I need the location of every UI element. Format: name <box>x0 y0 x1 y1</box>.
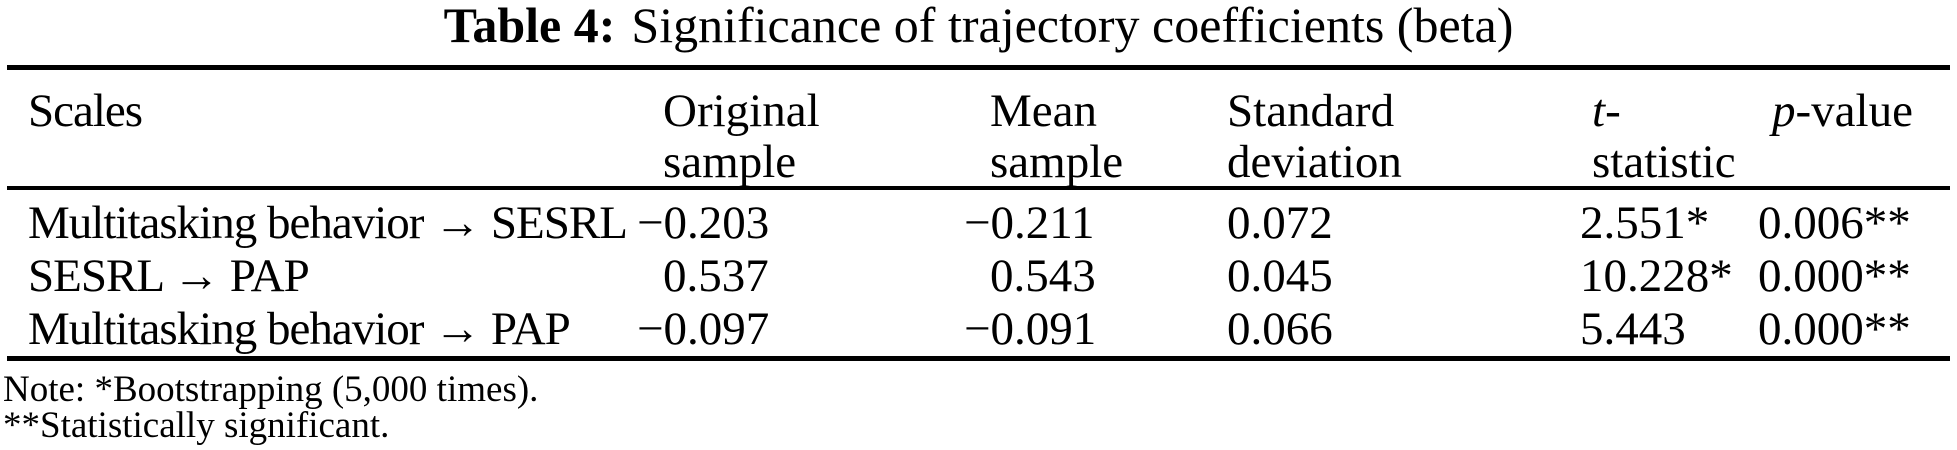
cell-p-value: 0.000** <box>1758 250 1911 302</box>
cell-t-statistic: 2.551* <box>1580 197 1710 249</box>
table-header-rule <box>7 186 1950 190</box>
cell-standard-deviation: 0.072 <box>1227 197 1333 249</box>
t-symbol: t <box>1592 85 1606 137</box>
cell-mean-sample: −0.091 <box>964 303 1097 355</box>
column-header-standard-deviation: Standard deviation <box>1227 85 1402 188</box>
column-header-t-statistic: t- statistic <box>1592 85 1736 188</box>
cell-scale: Multitasking behavior → SESRL <box>28 197 628 249</box>
p-symbol: p <box>1772 85 1796 137</box>
cell-original-sample: −0.203 <box>637 197 770 249</box>
table-row: Multitasking behavior → SESRL −0.203 −0.… <box>0 197 1957 249</box>
cell-original-sample: 0.537 <box>663 250 769 302</box>
table-bottom-rule <box>7 356 1950 361</box>
table-caption-number: Table 4: <box>443 0 616 53</box>
column-header-p-value: p-value <box>1772 85 1913 137</box>
footnote-significance: **Statistically significant. <box>3 405 390 446</box>
column-header-mean-sample: Mean sample <box>990 85 1124 188</box>
table-row: SESRL → PAP 0.537 0.543 0.045 10.228* 0.… <box>0 250 1957 302</box>
table-header-row: Scales Original sample Mean sample Stand… <box>0 86 1957 188</box>
cell-p-value: 0.006** <box>1758 197 1911 249</box>
cell-p-value: 0.000** <box>1758 303 1911 355</box>
table-caption: Table 4: Significance of trajectory coeff… <box>0 0 1957 52</box>
cell-mean-sample: −0.211 <box>964 197 1095 249</box>
cell-original-sample: −0.097 <box>637 303 770 355</box>
cell-t-statistic: 10.228* <box>1580 250 1733 302</box>
table-footnotes: Note: *Bootstrapping (5,000 times). **St… <box>3 369 539 446</box>
cell-scale: SESRL → PAP <box>28 250 310 302</box>
cell-mean-sample: 0.543 <box>990 250 1096 302</box>
cell-scale: Multitasking behavior → PAP <box>28 303 571 355</box>
column-header-original-sample: Original sample <box>663 85 820 188</box>
cell-standard-deviation: 0.066 <box>1227 303 1333 355</box>
table-caption-title: Significance of trajectory coefficients … <box>631 0 1514 53</box>
table-row: Multitasking behavior → PAP −0.097 −0.09… <box>0 303 1957 355</box>
cell-t-statistic: 5.443 <box>1580 303 1686 355</box>
table-top-rule <box>7 65 1950 70</box>
footnote-bootstrapping: Note: *Bootstrapping (5,000 times). <box>3 369 539 410</box>
column-header-scales: Scales <box>28 85 143 137</box>
cell-standard-deviation: 0.045 <box>1227 250 1333 302</box>
